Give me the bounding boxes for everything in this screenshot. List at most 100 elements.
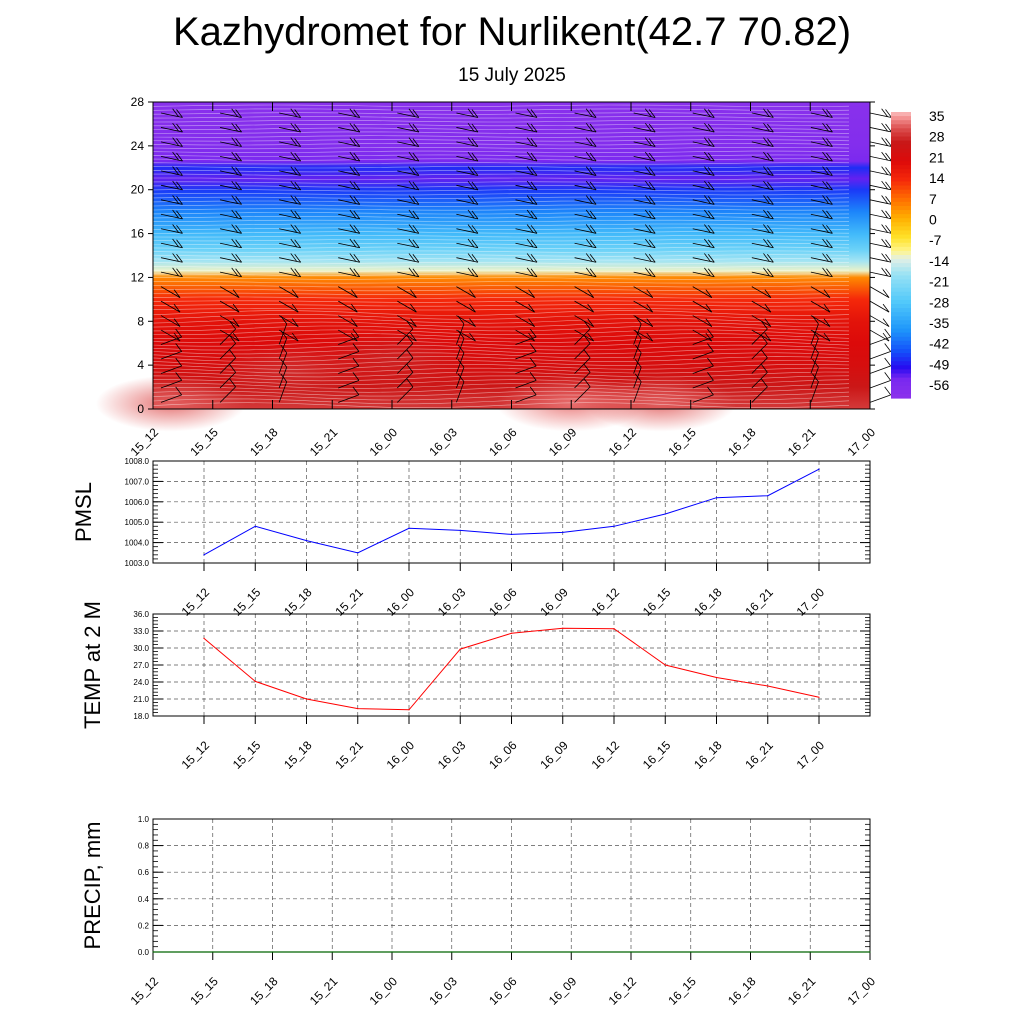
wind-barb [692, 199, 715, 205]
wind-barb [633, 257, 656, 263]
colorbar-segment [891, 336, 911, 342]
wind-barb-feather [235, 196, 242, 205]
y-tick-label: 36.0 [133, 610, 149, 619]
wind-barb-feather [412, 225, 420, 234]
wind-barb [515, 315, 535, 327]
y-tick-label: 0.6 [138, 868, 150, 877]
wind-barb-feather [406, 364, 414, 373]
wind-barb [220, 242, 242, 249]
wind-barb [515, 257, 538, 263]
wind-barb [751, 127, 774, 133]
wind-barb-feather [173, 289, 181, 298]
wind-barb [692, 365, 714, 374]
wind-barb-feather [882, 332, 890, 342]
wind-barb-feather [881, 238, 888, 248]
wind-barb-feather [587, 289, 594, 298]
y-tick-label: 1008.0 [125, 457, 150, 466]
wind-barb-feather [648, 254, 656, 263]
wind-barb [633, 286, 653, 298]
y-tick-label: 20 [131, 183, 145, 197]
colorbar-segment [891, 328, 911, 334]
x-tick-label: 16_00 [384, 738, 418, 772]
wind-barb [692, 257, 715, 263]
wind-barb-feather [231, 195, 239, 204]
wind-barb [160, 170, 183, 176]
x-tick-label: 16_18 [725, 425, 759, 459]
wind-barb-feather [280, 373, 288, 382]
data-point [767, 495, 769, 497]
wind-barb-feather [176, 254, 183, 263]
wind-barb-feather [172, 137, 179, 146]
contour-line [152, 177, 850, 180]
contour-line [152, 189, 850, 192]
wind-barb-feather [290, 166, 298, 175]
wind-barb-feather [822, 253, 829, 262]
wind-barb-feather [235, 210, 242, 220]
wind-barb-feather [175, 357, 182, 367]
wind-barb [515, 242, 538, 249]
data-point [818, 696, 820, 698]
wind-barb-feather [822, 137, 829, 146]
wind-barb [456, 127, 479, 133]
wind-barb-feather [881, 253, 888, 262]
wind-barb-feather [881, 195, 888, 204]
wind-barb-feather [349, 209, 357, 219]
wind-barb [574, 242, 597, 249]
x-tick-label: 15_15 [187, 974, 221, 1008]
colorbar-segment [891, 369, 911, 375]
wind-barb-feather [763, 151, 770, 161]
wind-barb-feather [526, 209, 534, 219]
wind-barb-feather [294, 138, 302, 147]
wind-barb-feather [526, 238, 534, 248]
wind-barb-feather [589, 152, 597, 162]
wind-barb-feather [881, 122, 888, 132]
wind-barb-feather [353, 123, 361, 133]
contour-line [152, 262, 850, 265]
wind-barb-feather [882, 303, 890, 313]
data-point [510, 951, 513, 953]
wind-barb-feather [761, 320, 768, 330]
wind-barb-feather [469, 332, 476, 342]
colorbar-segment [891, 156, 911, 162]
data-point [459, 648, 461, 650]
contour-line [152, 139, 850, 142]
wind-barb-feather [763, 137, 770, 146]
wind-barb-feather [648, 196, 656, 205]
wind-barb-feather [530, 109, 538, 118]
wind-barb-feather [529, 386, 537, 396]
colorbar-segment [891, 295, 911, 301]
wind-barb-feather [294, 167, 302, 176]
wind-barb-feather [646, 303, 654, 313]
contour-line [152, 147, 850, 150]
wind-barb-feather [235, 167, 242, 176]
wind-barb-feather [648, 239, 656, 249]
wind-barb-feather [823, 318, 831, 327]
wind-barb [751, 386, 768, 403]
wind-barb [574, 372, 591, 389]
wind-barb [160, 127, 183, 133]
wind-barb-feather [353, 196, 361, 205]
wind-barb-feather [471, 254, 479, 263]
wind-barb [692, 286, 713, 298]
colorbar-segment [891, 193, 911, 199]
data-point [664, 513, 666, 515]
wind-barb [751, 372, 768, 389]
wind-barb [279, 141, 301, 147]
wind-barb-feather [172, 195, 179, 204]
contour-line [152, 325, 850, 332]
wind-barb [751, 357, 768, 374]
wind-barb-feather [822, 151, 829, 161]
x-tick-label: 16_21 [742, 738, 776, 772]
colorbar-segment [891, 259, 911, 264]
wind-barb [633, 213, 656, 220]
wind-barb-feather [634, 359, 642, 368]
wind-barb-feather [822, 122, 829, 132]
wind-barb [160, 257, 183, 263]
wind-barb-feather [882, 289, 890, 298]
contour-line [152, 120, 850, 123]
data-point [254, 525, 256, 527]
wind-barb-feather [457, 373, 465, 382]
wind-barb [160, 329, 181, 342]
wind-barb-feather [231, 151, 239, 161]
wind-barb [219, 372, 236, 389]
